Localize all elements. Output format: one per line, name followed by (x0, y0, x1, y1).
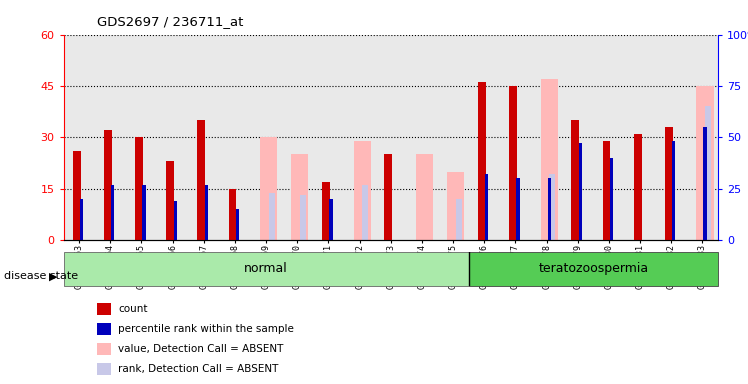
Bar (384, 154, 392, 240)
Bar (375, 35, 406, 240)
Bar (329, 199, 333, 240)
Bar (406, 35, 438, 240)
Bar (157, 35, 188, 240)
Bar (269, 193, 275, 240)
Bar (260, 137, 278, 240)
Bar (166, 161, 174, 240)
Text: normal: normal (245, 262, 288, 275)
Text: count: count (118, 304, 147, 314)
Bar (300, 195, 306, 240)
Bar (291, 154, 308, 240)
Bar (500, 35, 531, 240)
Bar (104, 131, 111, 240)
Bar (236, 209, 239, 240)
Bar (516, 179, 520, 240)
Bar (80, 199, 83, 240)
Bar (416, 154, 433, 240)
Bar (174, 201, 177, 240)
Bar (562, 35, 593, 240)
Bar (111, 185, 114, 240)
Bar (363, 185, 368, 240)
Bar (550, 174, 555, 240)
Bar (579, 144, 582, 240)
Text: teratozoospermia: teratozoospermia (539, 262, 649, 275)
Bar (541, 79, 558, 240)
Bar (593, 35, 625, 240)
Text: ▶: ▶ (49, 271, 58, 281)
Bar (478, 83, 485, 240)
Bar (703, 127, 707, 240)
Bar (634, 134, 642, 240)
Text: rank, Detection Call = ABSENT: rank, Detection Call = ABSENT (118, 364, 278, 374)
Bar (313, 35, 344, 240)
Bar (73, 151, 81, 240)
Bar (665, 127, 672, 240)
Bar (135, 137, 143, 240)
Bar (142, 185, 146, 240)
Bar (95, 35, 126, 240)
Bar (354, 141, 371, 240)
Bar (571, 120, 579, 240)
Bar (625, 35, 656, 240)
Bar (197, 120, 205, 240)
Text: value, Detection Call = ABSENT: value, Detection Call = ABSENT (118, 344, 283, 354)
Bar (469, 35, 500, 240)
Bar (322, 182, 330, 240)
Text: GDS2697 / 236711_at: GDS2697 / 236711_at (97, 15, 244, 28)
Bar (456, 199, 462, 240)
Bar (509, 86, 517, 240)
Bar (705, 106, 711, 240)
Bar (531, 35, 562, 240)
Bar (447, 172, 465, 240)
Bar (469, 252, 718, 286)
Bar (188, 35, 219, 240)
Bar (344, 35, 375, 240)
Bar (229, 189, 236, 240)
Bar (251, 35, 282, 240)
Bar (696, 86, 714, 240)
Bar (672, 141, 675, 240)
Text: percentile rank within the sample: percentile rank within the sample (118, 324, 294, 334)
Bar (282, 35, 313, 240)
Text: disease state: disease state (4, 271, 78, 281)
Bar (656, 35, 687, 240)
Bar (64, 35, 95, 240)
Bar (438, 35, 469, 240)
Bar (126, 35, 157, 240)
Bar (64, 252, 469, 286)
Bar (603, 141, 610, 240)
Bar (610, 158, 613, 240)
Bar (219, 35, 251, 240)
Bar (548, 179, 551, 240)
Bar (485, 174, 488, 240)
Bar (687, 35, 718, 240)
Bar (205, 185, 208, 240)
